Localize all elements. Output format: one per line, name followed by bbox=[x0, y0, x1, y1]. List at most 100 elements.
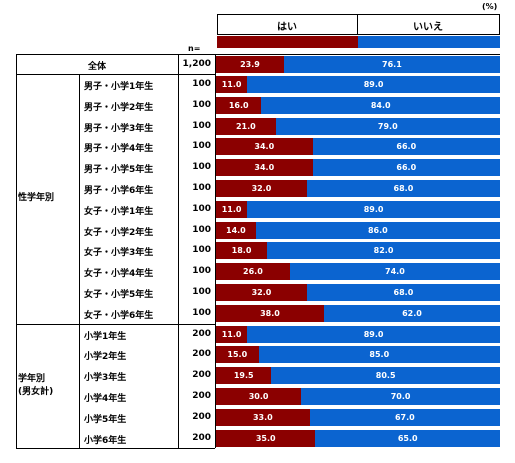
bar-yes bbox=[216, 200, 248, 218]
row-n: 100 bbox=[192, 266, 211, 277]
group-label: 学年別 (男女計) bbox=[18, 373, 53, 399]
bar-label-yes: 18.0 bbox=[231, 246, 252, 256]
bar-yes bbox=[216, 221, 256, 239]
bar-label-yes: 11.0 bbox=[221, 204, 242, 214]
row-n: 100 bbox=[192, 99, 211, 110]
row-n: 200 bbox=[192, 390, 211, 401]
row-label: 男子・小学5年生 bbox=[84, 165, 154, 176]
bar-yes bbox=[216, 75, 248, 93]
bar-label-no: 89.0 bbox=[363, 204, 384, 214]
bar-label-yes: 32.0 bbox=[251, 287, 272, 297]
bar-no bbox=[247, 325, 500, 343]
bar-yes bbox=[216, 179, 307, 197]
header-box bbox=[217, 14, 500, 35]
bar-label-no: 74.0 bbox=[385, 267, 405, 277]
bar-label-yes: 34.0 bbox=[254, 163, 275, 173]
bar-no bbox=[247, 200, 500, 218]
bar-label-yes: 11.0 bbox=[221, 329, 242, 339]
bar-label-yes: 30.0 bbox=[248, 391, 269, 401]
table-border-n bbox=[178, 54, 179, 449]
row-n: 100 bbox=[192, 120, 211, 131]
table-border-left bbox=[16, 54, 17, 449]
bar-yes bbox=[216, 325, 248, 343]
bar-label-no: 68.0 bbox=[393, 183, 414, 193]
bar-label-yes: 26.0 bbox=[243, 267, 263, 277]
bar-label-yes: 16.0 bbox=[228, 100, 249, 110]
bar-label-yes: 19.5 bbox=[233, 371, 254, 381]
bar-label-no: 62.0 bbox=[402, 308, 422, 318]
bar-label-no: 89.0 bbox=[363, 329, 384, 339]
bar-yes bbox=[216, 96, 262, 114]
bar-no bbox=[261, 96, 500, 114]
row-n: 100 bbox=[192, 307, 211, 318]
row-n: 1,200 bbox=[182, 58, 211, 69]
bar-no bbox=[289, 263, 500, 281]
group-label-line1: 学年別 bbox=[18, 374, 46, 384]
n-header-label: n= bbox=[188, 44, 201, 53]
row-label: 男子・小学6年生 bbox=[84, 185, 154, 196]
bar-yes bbox=[216, 367, 272, 385]
row-label: 小学1年生 bbox=[84, 331, 127, 342]
bar-label-no: 66.0 bbox=[396, 142, 417, 152]
row-n: 100 bbox=[192, 224, 211, 235]
table-border-top bbox=[16, 54, 500, 55]
bar-label-no: 66.0 bbox=[396, 163, 417, 173]
bar-yes bbox=[216, 55, 284, 73]
bar-yes bbox=[216, 159, 313, 177]
bar-yes bbox=[216, 304, 324, 322]
row-n: 100 bbox=[192, 182, 211, 193]
row-label: 女子・小学5年生 bbox=[84, 289, 154, 300]
group-label-line1: 性学年別 bbox=[18, 193, 55, 204]
bar-label-no: 85.0 bbox=[369, 350, 390, 360]
row-n: 100 bbox=[192, 162, 211, 173]
bar-no bbox=[267, 242, 500, 260]
row-label: 女子・小学2年生 bbox=[84, 227, 154, 238]
row-n: 100 bbox=[192, 141, 211, 152]
bar-no bbox=[306, 283, 500, 301]
bar-no bbox=[309, 408, 500, 426]
bar-yes bbox=[216, 346, 259, 364]
bar-label-yes: 32.0 bbox=[251, 183, 272, 193]
bar-no bbox=[258, 346, 500, 364]
unit-label: (%) bbox=[482, 2, 498, 11]
bar-yes bbox=[216, 117, 276, 135]
bar-label-yes: 14.0 bbox=[226, 225, 246, 235]
bar-yes bbox=[216, 138, 313, 156]
row-label: 男子・小学3年生 bbox=[84, 123, 154, 134]
group-label-line2: (男女計) bbox=[18, 387, 54, 397]
bar-no bbox=[323, 304, 500, 322]
row-n: 200 bbox=[192, 370, 211, 381]
row-n: 200 bbox=[192, 328, 211, 339]
bar-label-yes: 35.0 bbox=[255, 433, 276, 443]
bar-no bbox=[312, 159, 500, 177]
bar-label-yes: 23.9 bbox=[240, 59, 260, 69]
table-border-group-split bbox=[16, 323, 215, 325]
bar-label-no: 79.0 bbox=[377, 121, 398, 131]
row-n: 100 bbox=[192, 203, 211, 214]
row-n: 100 bbox=[192, 245, 211, 256]
bar-label-no: 80.5 bbox=[375, 371, 396, 381]
row-label: 小学6年生 bbox=[84, 435, 127, 446]
row-n: 200 bbox=[192, 349, 211, 360]
header-yes-label: はい bbox=[277, 22, 297, 33]
table-border-group bbox=[79, 74, 80, 449]
row-label: 小学3年生 bbox=[84, 373, 127, 384]
row-label: 女子・小学1年生 bbox=[84, 206, 154, 217]
table-border-total bbox=[16, 74, 215, 75]
row-n: 200 bbox=[192, 411, 211, 422]
bar-label-no: 65.0 bbox=[397, 433, 418, 443]
row-label: 男子・小学4年生 bbox=[84, 144, 154, 155]
bar-label-no: 82.0 bbox=[373, 246, 394, 256]
row-label: 小学4年生 bbox=[84, 393, 127, 404]
header-no-label: いいえ bbox=[413, 22, 443, 33]
bar-label-no: 76.1 bbox=[382, 59, 402, 69]
row-label: 男子・小学2年生 bbox=[84, 102, 154, 113]
bar-label-no: 70.0 bbox=[390, 391, 411, 401]
bar-yes bbox=[216, 263, 290, 281]
bar-label-no: 84.0 bbox=[370, 100, 391, 110]
header-divider bbox=[357, 14, 358, 35]
bar-label-yes: 21.0 bbox=[235, 121, 256, 131]
table-border-bottom bbox=[16, 448, 215, 450]
bar-label-yes: 33.0 bbox=[252, 412, 273, 422]
